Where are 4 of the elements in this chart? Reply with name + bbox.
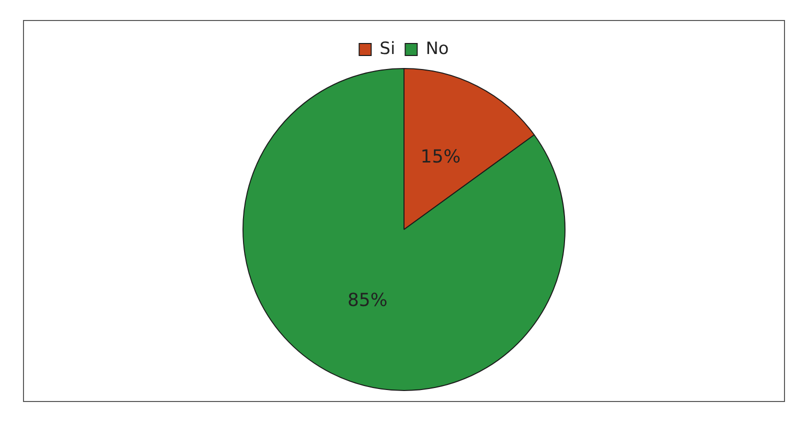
data-label: 85% xyxy=(347,290,388,311)
legend-label: Si xyxy=(380,38,396,59)
legend-label: No xyxy=(426,38,449,59)
data-label: 15% xyxy=(420,146,461,168)
